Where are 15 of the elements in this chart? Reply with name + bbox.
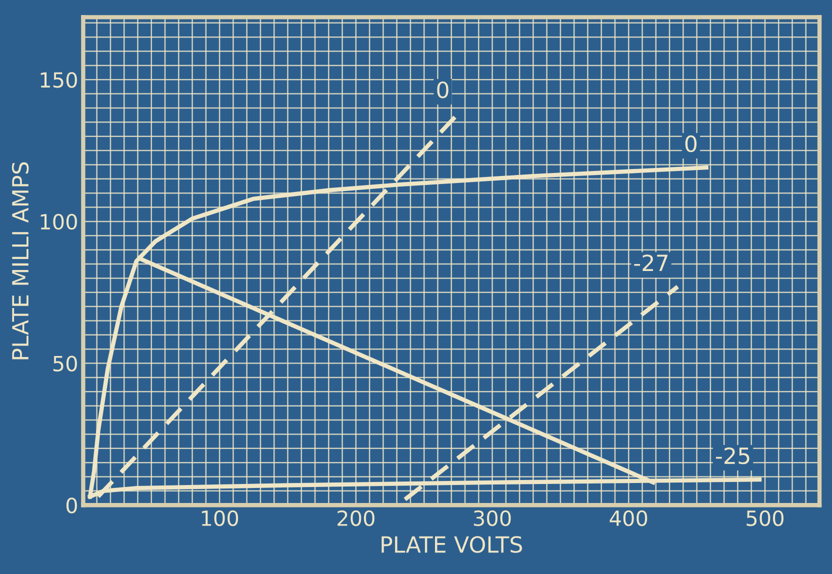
x-axis-title: PLATE VOLTS <box>382 536 522 553</box>
x-tick-label: 400 <box>610 510 648 526</box>
y-tick-label: 100 <box>40 214 77 230</box>
y-tick-label: 150 <box>40 72 77 88</box>
series-label: 0 <box>437 81 448 98</box>
series-label: -27 <box>634 254 668 271</box>
x-tick-label: 300 <box>474 510 511 526</box>
y-tick-label: 50 <box>53 356 77 372</box>
x-tick-label: 100 <box>202 510 238 526</box>
series-label: -25 <box>716 447 750 464</box>
series-label: 0 <box>685 135 697 152</box>
x-tick-label: 500 <box>746 510 784 526</box>
y-tick-label: 0 <box>66 498 77 514</box>
x-tick-label: 200 <box>338 510 374 526</box>
y-axis-title: PLATE MILLI AMPS <box>12 162 29 360</box>
